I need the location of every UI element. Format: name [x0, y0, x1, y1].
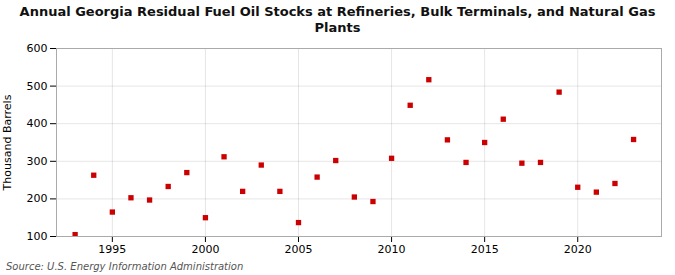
svg-text:Thousand Barrels: Thousand Barrels — [1, 94, 14, 191]
svg-text:2005: 2005 — [285, 243, 313, 256]
svg-text:200: 200 — [27, 192, 48, 205]
svg-text:100: 100 — [27, 230, 48, 243]
svg-text:300: 300 — [27, 155, 48, 168]
svg-text:2000: 2000 — [191, 243, 219, 256]
svg-text:1995: 1995 — [98, 243, 126, 256]
svg-text:2010: 2010 — [378, 243, 406, 256]
svg-text:500: 500 — [27, 80, 48, 93]
svg-text:600: 600 — [27, 42, 48, 55]
svg-text:2015: 2015 — [471, 243, 499, 256]
svg-text:2020: 2020 — [564, 243, 592, 256]
svg-text:400: 400 — [27, 117, 48, 130]
html-text:Source: U.S. Energy Informatio: Source: U.S. Energy Information Administ… — [6, 261, 244, 272]
html-text:Annual Georgia Residual Fuel O: Annual Georgia Residual Fuel Oil Stocks … — [19, 4, 656, 35]
